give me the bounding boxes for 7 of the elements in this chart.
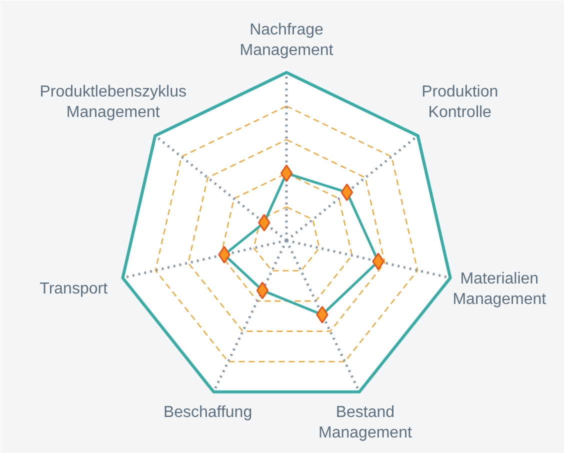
- spoke-label: Materialien Management: [452, 270, 547, 308]
- spoke-label: Beschaffung: [163, 404, 252, 421]
- spoke-label: Transport: [40, 280, 108, 298]
- spoke-label: Produktion Kontrolle: [422, 84, 498, 121]
- spoke-label: Nachfrage Management: [240, 22, 334, 60]
- spoke-label: Bestand Management: [318, 404, 412, 442]
- spoke-label: Produktlebenszyklus Management: [40, 84, 186, 121]
